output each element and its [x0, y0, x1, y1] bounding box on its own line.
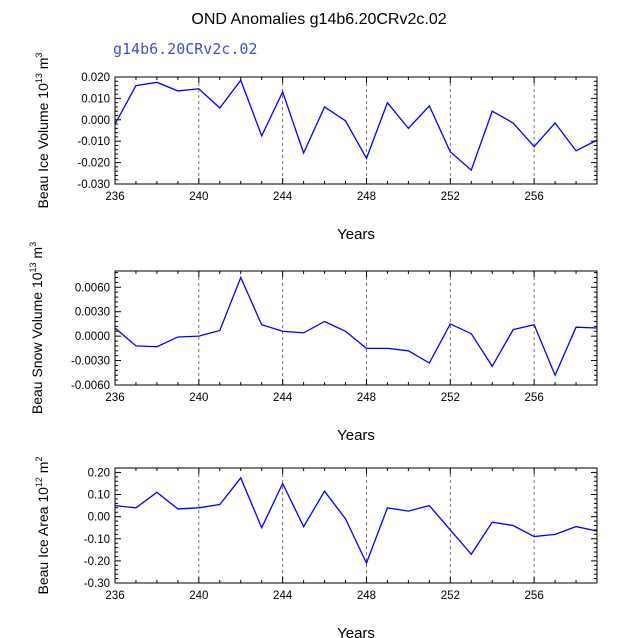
y-tick-label: 0.20 — [88, 467, 110, 479]
x-tick-label: 240 — [189, 191, 208, 203]
plot-frame — [114, 76, 598, 185]
x-tick-label: 240 — [189, 392, 208, 404]
y-axis-label-text: Beau Ice Volume 10 — [35, 83, 51, 209]
x-tick-label: 248 — [357, 191, 376, 203]
y-tick-label: 0.000 — [81, 115, 110, 127]
y-axis-label-text: Beau Ice Area 10 — [35, 487, 51, 595]
series-line-1 — [114, 275, 598, 377]
y-tick-label: -0.0060 — [71, 380, 110, 392]
y-tick-label: -0.10 — [84, 534, 110, 546]
y-axis-label-unit: m — [35, 58, 51, 74]
y-tick-label: -0.010 — [77, 136, 110, 148]
y-tick-label: 0.0030 — [75, 307, 110, 319]
x-tick-label: 240 — [189, 590, 208, 602]
x-tick-label: 236 — [105, 392, 124, 404]
x-tick-label: 236 — [105, 191, 124, 203]
x-axis-label: Years — [337, 226, 375, 243]
panel-1: 236 240 244 248 252 256 0.020 0.010 0.000 -0.010 -… — [34, 53, 598, 243]
y-axis-label-unit-exp: 3 — [28, 242, 38, 247]
y-tick-label: 0.0060 — [75, 282, 110, 294]
y-tick-label: 0.10 — [88, 490, 110, 502]
y-tick-label: 0.010 — [81, 93, 110, 105]
x-tick-label: 252 — [441, 191, 460, 203]
y-axis-label-text: Beau Snow Volume 10 — [29, 272, 45, 414]
x-tick-label: 256 — [525, 590, 544, 602]
panel-3: 236 240 244 248 252 256 0.20 0.10 0.00 -0.10 -0.20… — [34, 456, 598, 638]
y-tick-label: 0.00 — [88, 512, 110, 524]
x-tick-label: 244 — [273, 392, 293, 404]
figure-title: OND Anomalies g14b6.20CRv2c.02 — [191, 11, 446, 28]
figure-subtitle: g14b6.20CRv2c.02 — [113, 40, 258, 58]
y-tick-label: -0.030 — [77, 179, 110, 191]
series-line-1 — [114, 476, 598, 565]
x-tick-label: 256 — [525, 392, 544, 404]
plot-frame — [114, 270, 598, 386]
series-line-1 — [114, 78, 598, 172]
x-axis-label: Years — [337, 427, 375, 444]
y-axis-label-exp: 13 — [28, 262, 38, 272]
y-tick-label: -0.0030 — [71, 356, 110, 368]
y-axis-label: Beau Ice Volume 1013 m3 — [34, 53, 51, 209]
y-tick-label: 0.0000 — [75, 331, 110, 343]
y-axis-label-unit-exp: 2 — [34, 456, 44, 461]
y-tick-label: -0.20 — [84, 556, 110, 568]
y-axis-label-unit: m — [35, 462, 51, 478]
y-tick-label: -0.30 — [84, 578, 110, 590]
x-axis-label: Years — [337, 625, 375, 638]
panel-2: 236 240 244 248 252 256 0.0060 0.0030 0.0000 -0.0… — [28, 242, 598, 444]
x-tick-label: 252 — [441, 392, 460, 404]
plot-frame — [114, 467, 598, 584]
y-axis-label-exp: 12 — [34, 477, 44, 487]
x-tick-label: 244 — [273, 590, 293, 602]
y-tick-label: -0.020 — [77, 158, 110, 170]
x-tick-label: 252 — [441, 590, 460, 602]
x-tick-label: 248 — [357, 392, 376, 404]
x-tick-label: 256 — [525, 191, 544, 203]
x-tick-label: 248 — [357, 590, 376, 602]
y-axis-label-exp: 13 — [34, 73, 44, 83]
x-tick-label: 236 — [105, 590, 124, 602]
y-axis-label: Beau Ice Area 1012 m2 — [34, 456, 51, 594]
y-tick-label: 0.020 — [81, 72, 110, 84]
panels-group: 236 240 244 248 252 256 0.020 0.010 0.000 -0.010 -… — [28, 53, 598, 638]
y-axis-label-unit-exp: 3 — [34, 53, 44, 58]
x-tick-label: 244 — [273, 191, 293, 203]
y-axis-label: Beau Snow Volume 1013 m3 — [28, 242, 45, 414]
y-axis-label-unit: m — [29, 247, 45, 263]
